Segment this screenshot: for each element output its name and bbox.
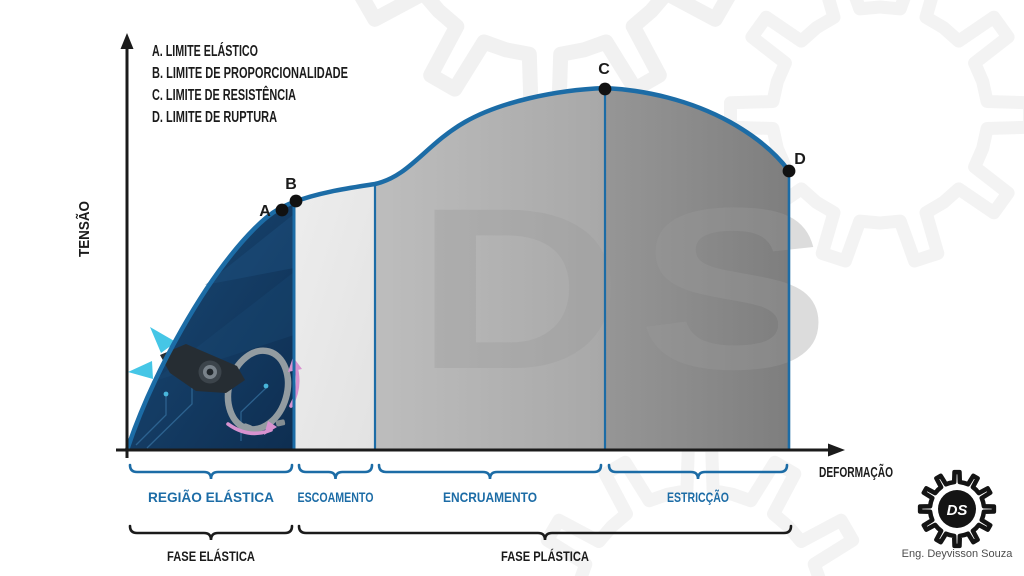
- y-axis-arrow-icon: [120, 33, 134, 49]
- region-divider-lines: [292, 89, 791, 449]
- point-c-label: C: [598, 61, 610, 78]
- circuit-node: [263, 383, 269, 389]
- brace-encruamento: [377, 463, 603, 480]
- point-d-dot: [782, 164, 796, 178]
- brace-fase-elastica: [128, 524, 294, 541]
- legend-item-c: C. LIMITE DE RESISTÊNCIA: [152, 86, 296, 104]
- estriccao-region-fill: [605, 88, 789, 450]
- label-fase-elastica: FASE ELÁSTICA: [167, 548, 255, 564]
- phase-labels: FASE ELÁSTICA FASE PLÁSTICA: [167, 548, 589, 564]
- point-c-dot: [598, 82, 612, 96]
- label-escoamento: ESCOAMENTO: [298, 489, 374, 505]
- circuit-trace: [135, 396, 167, 446]
- legend-item-a: A. LIMITE ELÁSTICO: [152, 43, 258, 60]
- circuit-node: [163, 391, 169, 397]
- point-a-dot: [275, 203, 289, 217]
- logo-center-circle: [938, 490, 976, 528]
- region-braces: [128, 463, 789, 480]
- curve-points: A B C D: [259, 61, 806, 220]
- legend: A. LIMITE ELÁSTICO B. LIMITE DE PROPORCI…: [152, 43, 348, 126]
- brace-estriccao: [607, 463, 789, 480]
- stress-strain-curve: [124, 85, 792, 453]
- label-fase-plastica: FASE PLÁSTICA: [501, 548, 589, 564]
- ring-lug: [242, 423, 253, 431]
- region-fills: [127, 88, 789, 450]
- logo-monogram: DS: [947, 502, 968, 519]
- region-labels: REGIÃO ELÁSTICA ESCOAMENTO ENCRUAMENTO E…: [148, 488, 729, 505]
- ring-lug: [275, 419, 286, 427]
- x-axis-label: DEFORMAÇÃO: [819, 463, 893, 481]
- pliers-handle-cyan-bottom: [128, 361, 153, 379]
- rotation-arrow-bottom-head: [264, 421, 277, 435]
- brace-fase-plastica: [297, 524, 793, 541]
- label-encruamento: ENCRUAMENTO: [443, 489, 537, 505]
- brand-logo: DS Eng. Deyvisson Souza: [902, 469, 1014, 560]
- brace-escoamento: [297, 463, 374, 480]
- pliers-illustration: [128, 327, 302, 436]
- encruamento-region-fill: [375, 88, 605, 450]
- gear-watermark-top-right-icon: [724, 0, 1024, 268]
- logo-credit: Eng. Deyvisson Souza: [902, 548, 1014, 560]
- point-a-label: A: [259, 203, 271, 220]
- legend-item-b: B. LIMITE DE PROPORCIONALIDADE: [152, 65, 348, 82]
- phase-braces: [128, 524, 793, 541]
- facet-shade: [205, 214, 294, 285]
- pliers-handle-cyan-top: [150, 327, 176, 353]
- point-b-label: B: [285, 176, 297, 193]
- y-axis-label: TENSÃO: [75, 201, 93, 257]
- point-d-label: D: [794, 151, 806, 168]
- point-b-dot: [289, 194, 303, 208]
- axes: TENSÃO DEFORMAÇÃO: [75, 33, 893, 481]
- gear-watermark-top-center-icon: [355, 0, 735, 117]
- escoamento-region-fill: [294, 184, 375, 450]
- gear-watermark-bottom-icon: [540, 438, 860, 576]
- label-estriccao: ESTRICÇÃO: [667, 488, 729, 505]
- legend-item-d: D. LIMITE DE RUPTURA: [152, 109, 277, 126]
- x-axis-arrow-icon: [828, 443, 845, 457]
- brace-regiao-elastica: [128, 463, 294, 480]
- elastic-region-fill: [127, 202, 294, 450]
- ds-center-watermark: DS: [415, 160, 844, 417]
- pliers-joint-bolt: [206, 368, 214, 376]
- label-regiao-elastica: REGIÃO ELÁSTICA: [148, 488, 274, 505]
- background-gear-watermarks: [355, 0, 1024, 576]
